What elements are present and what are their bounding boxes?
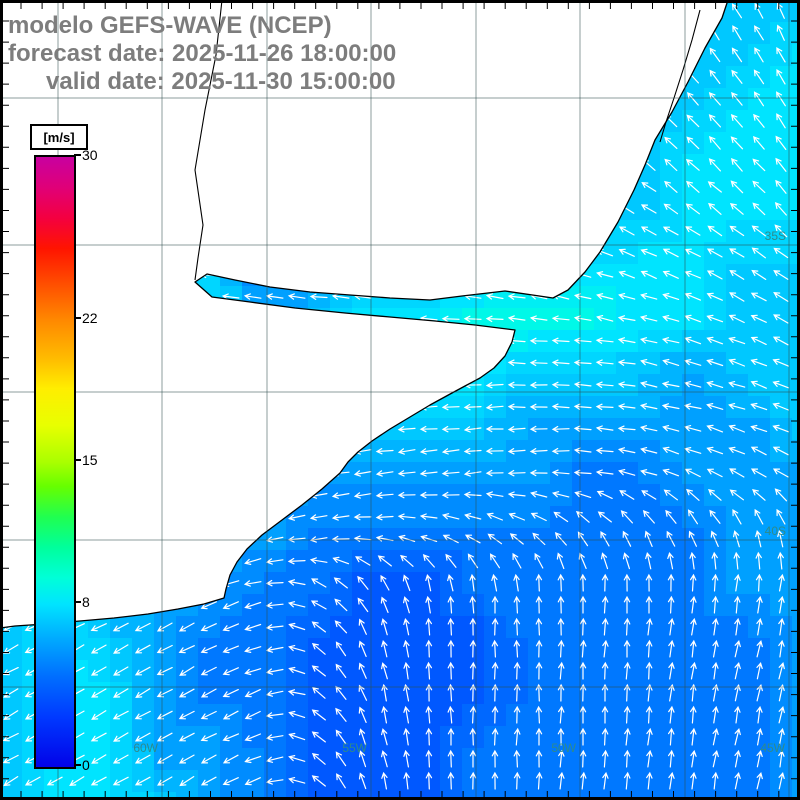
colorbar-tick-label: 22 [82, 309, 98, 326]
frame-ticks [3, 3, 797, 797]
model-title: modelo GEFS-WAVE (NCEP) [8, 12, 332, 39]
colorbar-tick [74, 316, 81, 319]
colorbar-tick [74, 764, 81, 766]
colorbar-tick [74, 154, 81, 156]
colorbar-tick-label: 8 [82, 594, 90, 611]
lagoon-shore-line [659, 9, 701, 143]
landmass [0, 0, 729, 629]
colorbar: [m/s] 30 22 15 8 0 [28, 124, 102, 786]
river-border-line [194, 0, 223, 281]
colorbar-unit-label: [m/s] [30, 124, 88, 150]
colorbar-tick [74, 601, 81, 604]
lat-label: 35S [765, 229, 786, 243]
lat-label: 40S [765, 524, 786, 538]
lon-label: 55W [342, 741, 367, 755]
landmass-coastline [0, 0, 729, 629]
valid-date: valid date: 2025-11-30 15:00:00 [46, 68, 396, 95]
colorbar-tick-label: 30 [82, 147, 98, 163]
colorbar-tick-label: 0 [82, 757, 90, 773]
colorbar-gradient [34, 155, 76, 769]
colorbar-tick [74, 459, 81, 461]
lon-label: 60W [133, 741, 158, 755]
forecast-date: forecast date: 2025-11-26 18:00:00 [8, 40, 397, 67]
wind-vector-arrows [2, 2, 790, 790]
latlon-grid [3, 3, 797, 797]
title-block: modelo GEFS-WAVE (NCEP) forecast date: 2… [8, 12, 396, 96]
lon-label: 50W [551, 741, 576, 755]
latlon-labels: 60W 55W 50W 45W 35S 40S [133, 229, 786, 755]
colorbar-tick-label: 15 [82, 452, 98, 468]
lon-label: 45W [760, 741, 785, 755]
